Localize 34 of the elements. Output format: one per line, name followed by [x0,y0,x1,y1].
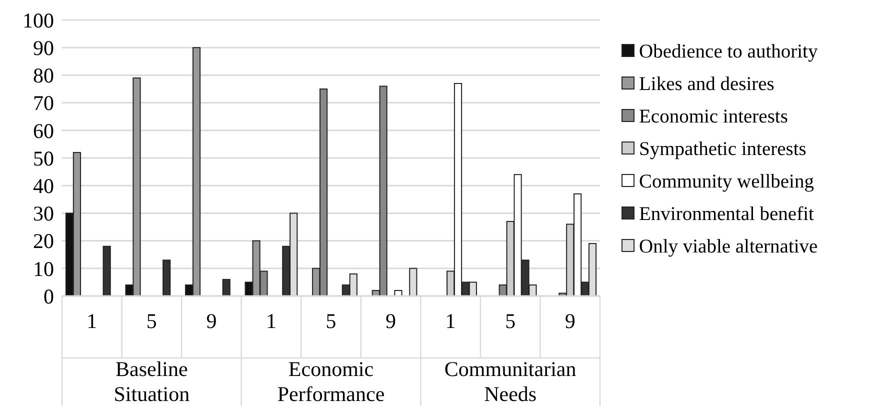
x-tick-label: 5 [146,309,157,333]
legend-label: Only viable alternative [639,236,818,258]
bar [222,278,230,296]
x-tick-label: 5 [326,309,336,333]
legend-label: Environmental benefit [639,204,814,225]
legend-label: Community wellbeing [639,171,814,192]
text: Economic Performance [277,357,385,406]
x-tick-label: 1 [445,309,456,333]
x-tick-label: 9 [206,309,217,333]
text: Communitarian Needs [444,357,577,406]
y-tick-label: 0 [44,284,54,308]
legend-label: Obedience to authority [639,41,818,62]
y-tick-label: 30 [33,202,54,226]
text: Baseline Situation [114,357,190,406]
y-tick-label: 90 [33,36,54,60]
legend-label: Sympathetic interests [639,138,806,160]
y-tick-label: 20 [33,229,54,254]
x-tick-label: 5 [505,309,516,333]
bar [394,290,402,296]
y-tick-label: 60 [33,118,54,143]
y-tick-label: 10 [33,256,54,281]
x-tick-label: 9 [564,309,576,333]
x-tick-label: 9 [386,309,396,333]
y-tick-label: 50 [33,146,54,170]
x-tick-label: 1 [266,309,276,333]
bar [162,260,171,296]
legend-label: Economic interests [639,106,788,128]
bar [102,246,111,296]
y-tick-label: 70 [33,91,54,116]
x-tick-label: 1 [86,309,98,333]
y-tick-label: 80 [33,64,54,88]
legend-label: Likes and desires [639,74,774,95]
y-tick-label: 40 [33,174,54,198]
y-tick-label: 100 [22,8,54,32]
